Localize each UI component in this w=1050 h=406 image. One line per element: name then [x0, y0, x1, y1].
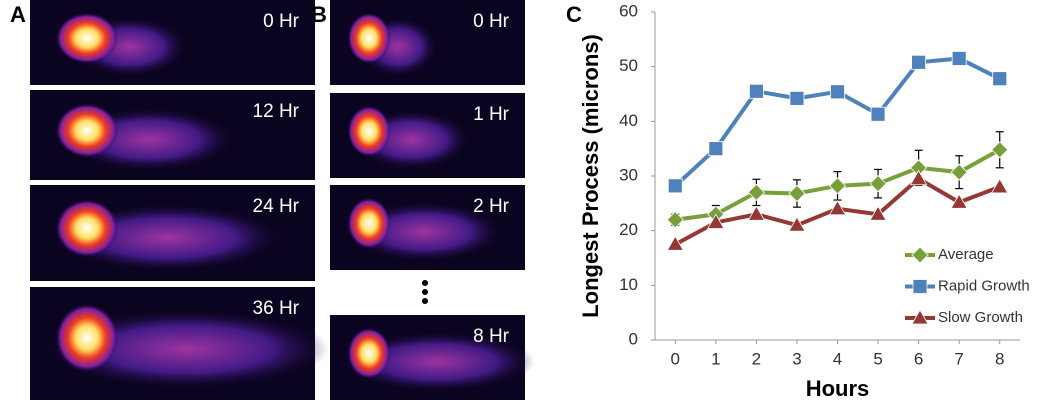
legend-marker — [911, 246, 929, 264]
frame-label: 0 Hr — [473, 11, 510, 32]
marker — [667, 178, 683, 194]
x-tick-label: 0 — [671, 349, 680, 368]
marker — [991, 141, 1009, 159]
y-tick-label: 10 — [619, 275, 638, 294]
frame-label: 0 Hr — [263, 11, 300, 32]
x-tick-label: 2 — [752, 349, 761, 368]
frame-label: 8 Hr — [473, 326, 510, 347]
frame-label: 2 Hr — [473, 196, 510, 217]
marker — [748, 83, 764, 99]
cell-body — [347, 197, 391, 249]
marker — [747, 183, 765, 201]
x-tick-label: 5 — [873, 349, 882, 368]
y-axis-label: Longest Process (microns) — [578, 34, 603, 318]
marker — [788, 184, 806, 203]
marker — [869, 175, 887, 193]
frame-label: 24 Hr — [253, 196, 300, 217]
panel-label: C — [566, 2, 582, 27]
marker — [911, 54, 927, 70]
marker — [909, 169, 928, 186]
x-tick-label: 1 — [711, 349, 720, 368]
legend-marker — [912, 279, 928, 294]
marker — [951, 51, 967, 66]
marker — [666, 235, 684, 251]
marker — [870, 106, 886, 122]
legend-label: Slow Growth — [938, 309, 1023, 326]
marker — [828, 177, 847, 195]
marker — [950, 193, 968, 209]
marker — [991, 178, 1009, 194]
panel-label: B — [311, 2, 327, 27]
cell-body — [347, 105, 391, 157]
marker — [869, 205, 887, 221]
y-tick-label: 60 — [619, 1, 638, 20]
marker — [666, 211, 684, 229]
frame-label: 36 Hr — [253, 298, 300, 319]
marker — [788, 216, 806, 232]
y-tick-label: 50 — [619, 56, 638, 75]
cell-body — [347, 12, 391, 64]
marker — [828, 199, 847, 216]
frame-label: 1 Hr — [473, 104, 510, 125]
y-tick-label: 30 — [619, 165, 638, 184]
x-tick-label: 4 — [833, 349, 842, 368]
y-tick-label: 40 — [619, 111, 638, 130]
marker — [789, 90, 805, 106]
cell-body — [55, 303, 119, 372]
marker — [707, 213, 725, 229]
marker — [830, 84, 845, 100]
x-tick-label: 8 — [995, 349, 1004, 368]
x-tick-label: 3 — [792, 349, 801, 368]
ellipsis — [422, 280, 428, 304]
marker — [950, 163, 968, 181]
x-tick-label: 6 — [914, 349, 923, 368]
cell-body — [347, 327, 391, 379]
legend-marker — [911, 309, 929, 325]
cell-body — [55, 199, 119, 257]
marker — [747, 205, 766, 221]
cell-body — [55, 12, 119, 64]
marker — [708, 141, 724, 157]
panel-label: A — [10, 2, 26, 27]
legend-label: Average — [938, 246, 994, 263]
series-line — [673, 56, 1001, 188]
x-tick-label: 7 — [954, 349, 963, 368]
y-tick-label: 0 — [629, 329, 638, 348]
cell-body — [55, 103, 119, 158]
legend-label: Rapid Growth — [938, 277, 1030, 294]
marker — [992, 71, 1008, 87]
x-axis-label: Hours — [806, 376, 870, 401]
frame-label: 12 Hr — [253, 101, 300, 122]
y-tick-label: 20 — [619, 220, 638, 239]
